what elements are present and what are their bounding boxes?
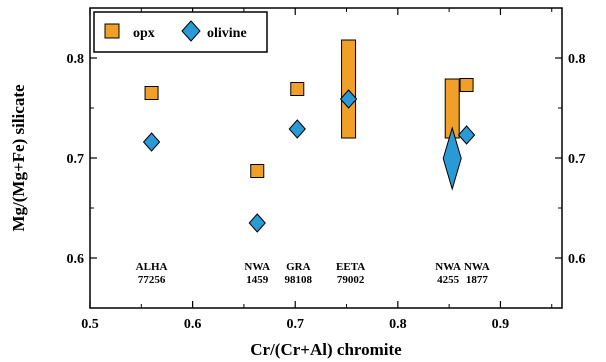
sample-label-number: 79002 <box>337 274 365 286</box>
sample-labels: ALHA77256NWA1459GRA98108EETA79002NWA4255… <box>136 261 490 286</box>
right-y-tick-label: 0.6 <box>568 252 586 267</box>
sample-label-number: 1459 <box>246 274 269 286</box>
legend-olivine-label: olivine <box>207 26 247 41</box>
y-tick-label: 0.6 <box>67 252 85 267</box>
opx-point <box>290 82 305 96</box>
opx-range-bar <box>341 39 357 139</box>
y-axis-title: Mg/(Mg+Fe) silicate <box>9 84 28 231</box>
opx-point <box>250 164 265 178</box>
x-tick-label: 0.8 <box>389 317 407 332</box>
marks <box>142 39 476 233</box>
y-tick-label: 0.7 <box>67 152 85 167</box>
sample-label-name: NWA <box>435 261 461 273</box>
olivine-point <box>288 119 306 139</box>
sample-label-number: 1877 <box>466 274 489 286</box>
x-tick-label: 0.9 <box>492 317 510 332</box>
sample-label-name: NWA <box>244 261 270 273</box>
right-y-tick-label: 0.8 <box>568 52 586 67</box>
sample-label-number: 77256 <box>138 274 166 286</box>
x-tick-label: 0.6 <box>184 317 202 332</box>
olivine-point <box>339 89 358 109</box>
opx-point <box>144 86 159 100</box>
x-axis-title: Cr/(Cr+Al) chromite <box>250 340 402 359</box>
legend: opx olivine <box>93 11 268 53</box>
tick-labels: 0.5 0.6 0.7 0.8 0.9 0.6 0.7 0.8 0.6 0.7 0.8 <box>67 52 586 332</box>
olivine-point <box>457 125 476 145</box>
sample-label-number: 98108 <box>285 274 313 286</box>
sample-label-name: ALHA <box>136 261 168 273</box>
legend-opx-label: opx <box>133 26 155 41</box>
opx-point <box>459 78 474 92</box>
legend-box <box>93 11 268 53</box>
legend-opx-marker <box>104 23 120 39</box>
olivine-point <box>142 132 161 152</box>
x-tick-label: 0.5 <box>81 317 99 332</box>
sample-label-name: GRA <box>286 261 311 273</box>
x-tick-label: 0.7 <box>286 317 304 332</box>
legend-olivine-marker <box>181 20 201 42</box>
olivine-point <box>248 213 266 233</box>
sample-label-name: EETA <box>336 261 365 273</box>
sample-label-name: NWA <box>464 261 490 273</box>
olivine-range-diamond <box>442 126 462 191</box>
right-y-tick-label: 0.7 <box>568 152 586 167</box>
y-tick-label: 0.8 <box>67 52 85 67</box>
sample-label-number: 4255 <box>437 274 460 286</box>
